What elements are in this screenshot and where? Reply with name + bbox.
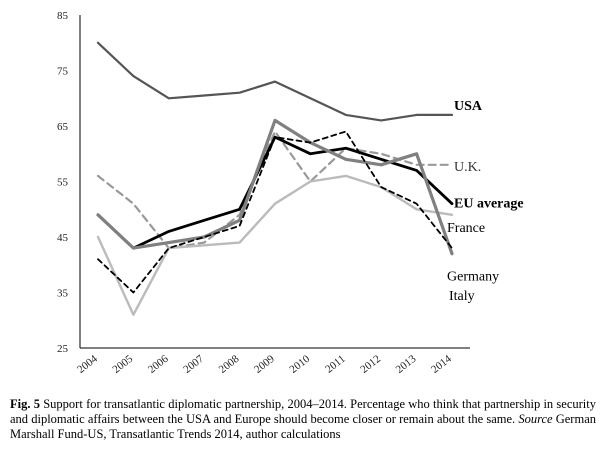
- caption-text: Support for transatlantic diplomatic par…: [10, 397, 596, 426]
- y-tick-label: 65: [57, 121, 69, 133]
- series-line-germany: [96, 118, 454, 256]
- series-label: Germany: [447, 270, 499, 285]
- y-tick-label: 35: [57, 288, 69, 300]
- x-tick-label: 2011: [323, 353, 347, 376]
- x-tick-label: 2008: [217, 353, 242, 376]
- series-label: EU average: [454, 197, 524, 212]
- y-tick-label: 75: [57, 66, 69, 78]
- y-tick-labels: 25 35 45 55 65 75 85: [57, 10, 69, 355]
- x-tick-label: 2014: [429, 353, 454, 376]
- x-tick-label: 2013: [394, 353, 419, 376]
- series-lines: [96, 41, 454, 316]
- caption-source-label: Source: [518, 412, 553, 426]
- figure-caption: Fig. 5 Support for transatlantic diploma…: [10, 397, 596, 442]
- x-tick-label: 2007: [181, 353, 206, 376]
- x-tick-label: 2006: [146, 353, 171, 376]
- series-line-italy: [97, 130, 453, 294]
- series-line-eu-average: [96, 135, 454, 250]
- x-tick-label: 2004: [75, 353, 100, 376]
- figure-label: Fig. 5: [10, 397, 40, 411]
- x-tick-label: 2005: [111, 353, 136, 376]
- caption-source-text: German Marshall Fund-US, Transatlantic T…: [10, 412, 596, 441]
- series-label: USA: [454, 99, 483, 114]
- series-label: U.K.: [454, 160, 481, 175]
- series-line-u-k: [96, 130, 454, 250]
- series-label: Italy: [449, 289, 475, 304]
- x-tick-label: 2010: [288, 353, 313, 376]
- y-tick-label: 45: [57, 232, 69, 244]
- series-label: France: [447, 221, 485, 236]
- y-tick-label: 85: [57, 10, 69, 22]
- x-tick-label: 2012: [358, 353, 383, 376]
- series-line-usa: [96, 41, 454, 122]
- y-tick-label: 25: [57, 343, 69, 355]
- x-tick-labels: 2004 2005 2006 2007 2008 2009 2010 2011 2012 2013…: [75, 353, 454, 376]
- y-tick-label: 55: [57, 177, 69, 189]
- series-labels: USA U.K. EU average France Germany Italy: [447, 99, 524, 304]
- x-tick-label: 2009: [252, 353, 277, 376]
- series-line-france: [96, 174, 454, 316]
